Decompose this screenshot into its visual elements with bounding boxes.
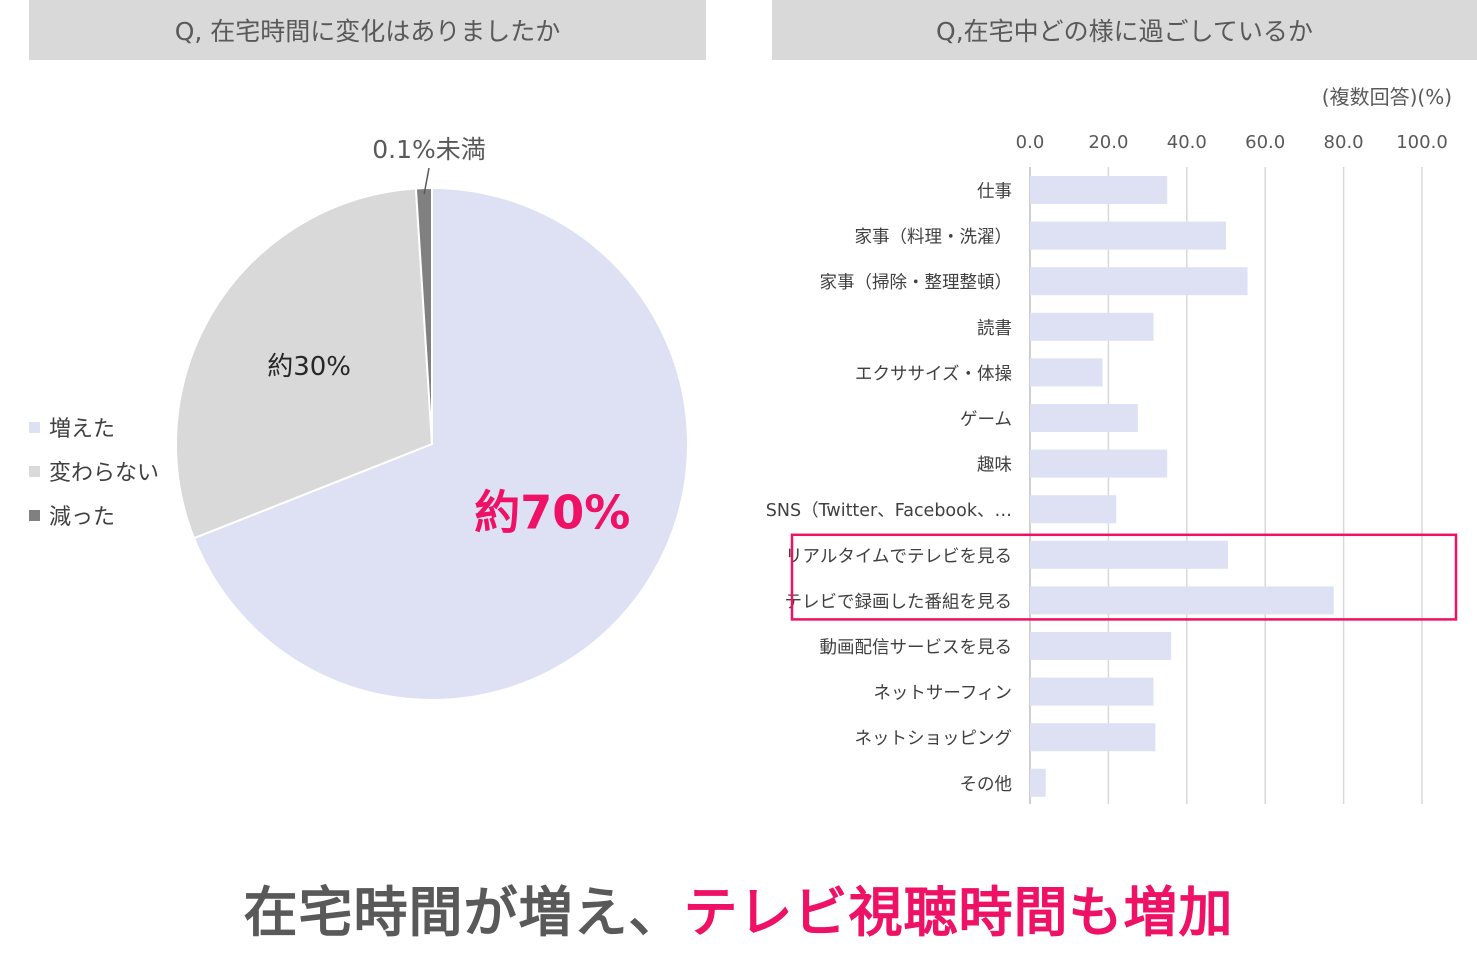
highlight-box xyxy=(790,533,1458,621)
bar-category-label: SNS（Twitter、Facebook、… xyxy=(766,501,1012,521)
pie-question-text: Q, 在宅時間に変化はありましたか xyxy=(174,17,561,46)
pie-label-decreased: 0.1%未満 xyxy=(372,135,486,164)
bar-tick-label: 20.0 xyxy=(1088,132,1128,153)
bar-rect xyxy=(1030,632,1172,660)
bar-category-label: 動画配信サービスを見る xyxy=(820,638,1013,658)
bar-rect xyxy=(1030,449,1168,478)
bar-category-label: エクササイズ・体操 xyxy=(855,364,1012,384)
bar-rect xyxy=(1030,540,1228,569)
bar-rect xyxy=(1030,221,1226,250)
bar-tick-label: 60.0 xyxy=(1245,132,1285,153)
bar-category-label: その他 xyxy=(960,775,1013,795)
bar-tick-label: 100.0 xyxy=(1396,132,1448,153)
bar-rect xyxy=(1030,495,1117,524)
pie-label-unchanged: 約30% xyxy=(267,352,351,382)
headline: 在宅時間が増え、テレビ視聴時間も増加 xyxy=(0,868,1477,947)
legend-swatch-unchanged xyxy=(29,465,40,477)
bar-rect xyxy=(1030,723,1156,752)
legend-label-unchanged: 変わらない xyxy=(49,461,160,486)
bar-rect xyxy=(1030,358,1103,387)
pie-slice-unchanged xyxy=(175,187,434,540)
bar-rect xyxy=(1030,312,1154,341)
legend-swatch-increased xyxy=(29,421,40,433)
bar-question-text: Q,在宅中どの様に過ごしているか xyxy=(936,17,1313,46)
bar-tick-label: 40.0 xyxy=(1167,132,1207,153)
bar-rect xyxy=(1030,267,1248,296)
bar-tick-label: 80.0 xyxy=(1324,132,1364,153)
bar-category-label: ネットサーフィン xyxy=(873,684,1012,704)
bar-rect xyxy=(1030,768,1046,797)
bar-category-label: テレビで録画した番組を見る xyxy=(785,592,1013,612)
bar-category-label: 家事（掃除・整理整頓） xyxy=(820,273,1013,293)
bar-rect xyxy=(1030,586,1334,615)
legend-item-increased: 増えた xyxy=(29,405,159,449)
bar-category-label: ゲーム xyxy=(960,410,1012,430)
bar-tick-label: 0.0 xyxy=(1016,132,1045,153)
bar-category-label: 趣味 xyxy=(977,456,1012,476)
bar-category-label: リアルタイムでテレビを見る xyxy=(785,547,1012,567)
bar-unit-note: (複数回答)(%) xyxy=(1322,85,1452,109)
bar-rect xyxy=(1030,404,1138,432)
bar-rect xyxy=(1030,176,1168,204)
legend-swatch-decreased xyxy=(29,509,40,521)
pie-leader-line xyxy=(423,167,430,195)
headline-accent: テレビ視聴時間も増加 xyxy=(683,881,1234,944)
bar-question-header: Q,在宅中どの様に過ごしているか xyxy=(772,0,1477,60)
bar-category-label: 家事（料理・洗濯） xyxy=(855,228,1013,248)
pie-label-increased: 約70% xyxy=(474,485,630,539)
pie-slice-increased xyxy=(192,186,689,701)
bar-rect xyxy=(1030,677,1154,706)
bar-category-label: 読書 xyxy=(977,319,1012,339)
legend-label-increased: 増えた xyxy=(49,417,116,442)
pie-slice-decreased xyxy=(414,186,433,445)
headline-main: 在宅時間が増え、 xyxy=(243,881,684,944)
bar-category-label: ネットショッピング xyxy=(855,729,1013,749)
bar-category-label: 仕事 xyxy=(977,182,1012,202)
legend-label-decreased: 減った xyxy=(49,505,116,530)
legend-item-decreased: 減った xyxy=(29,493,159,537)
pie-question-header: Q, 在宅時間に変化はありましたか xyxy=(29,0,706,60)
legend-item-unchanged: 変わらない xyxy=(29,449,159,493)
pie-legend: 増えた 変わらない 減った xyxy=(29,405,159,537)
